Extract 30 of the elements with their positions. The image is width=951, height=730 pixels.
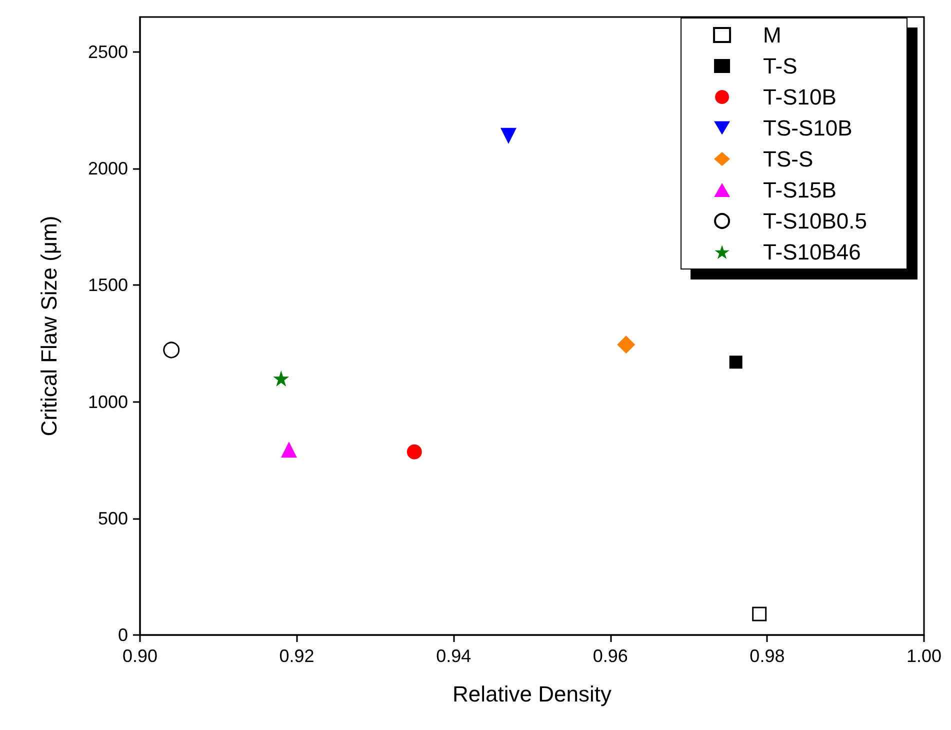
y-axis-title: Critical Flaw Size (μm) [36, 216, 62, 436]
legend-label: TS-S10B [763, 116, 852, 140]
point [273, 370, 290, 386]
point [617, 336, 636, 354]
legend-label: T-S10B46 [763, 240, 861, 264]
point [729, 356, 742, 369]
y-tick-label: 2500 [88, 42, 128, 62]
point [752, 606, 767, 622]
x-tick-label: 0.92 [279, 646, 314, 666]
point [500, 128, 516, 144]
legend-label: T-S10B0.5 [763, 208, 867, 234]
x-tick-label: 0.96 [592, 646, 628, 666]
y-tick-label: 1500 [88, 275, 128, 296]
legend-label: T-S10B [763, 84, 836, 110]
legend-label: T-S15B [763, 178, 836, 202]
legend-label: TS-S [763, 146, 814, 172]
y-tick-label: 500 [98, 508, 128, 528]
point [406, 444, 422, 460]
x-tick-label: 1.00 [906, 646, 942, 666]
x-axis-title: Relative Density [452, 682, 612, 706]
y-tick-label: 1000 [88, 392, 128, 412]
legend-label: M [763, 22, 782, 48]
point [280, 442, 297, 458]
x-tick-label: 0.98 [750, 646, 785, 666]
x-tick-label: 0.94 [436, 646, 472, 666]
legend-label: T-S [763, 54, 798, 78]
x-tick-label: 0.90 [122, 646, 158, 666]
point [163, 342, 180, 358]
y-tick-label: 2000 [88, 158, 128, 179]
y-tick-label: 0 [118, 625, 128, 645]
